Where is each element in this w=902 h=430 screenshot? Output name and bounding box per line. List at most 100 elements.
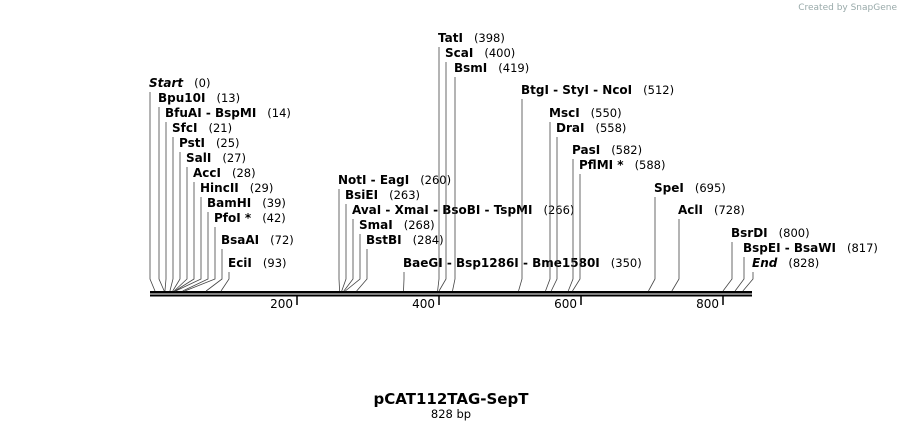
site-position: (39) — [262, 196, 286, 210]
enzyme-name: BsiEI — [345, 188, 378, 202]
enzyme-name: SmaI — [359, 218, 393, 232]
enzyme-name: AccI — [193, 166, 221, 180]
site-line — [338, 189, 340, 292]
site-position: (398) — [474, 31, 505, 45]
enzyme-name: Bpu10I — [158, 91, 205, 105]
map-length: 828 bp — [431, 407, 471, 421]
site-position: (284) — [413, 233, 444, 247]
site-position: (512) — [643, 83, 674, 97]
enzyme-name: BsaAI — [221, 233, 259, 247]
site-position: (728) — [714, 203, 745, 217]
enzyme-name: ScaI — [445, 46, 473, 60]
site-position: (28) — [232, 166, 256, 180]
site-position: (260) — [420, 173, 451, 187]
site-position: (828) — [788, 256, 819, 270]
site-line — [742, 272, 754, 292]
site-position: (588) — [635, 158, 666, 172]
enzyme-name: SfcI — [172, 121, 197, 135]
site-line — [164, 122, 167, 292]
site-line — [343, 219, 354, 292]
site-line — [169, 137, 174, 292]
site-line — [438, 62, 447, 292]
site-line — [648, 197, 656, 292]
site-line — [403, 272, 405, 292]
site-position: (800) — [779, 226, 810, 240]
site-position: (25) — [216, 136, 240, 150]
enzyme-name: DraI — [556, 121, 584, 135]
site-line — [545, 122, 551, 292]
enzyme-name: BspEI - BsaWI — [743, 241, 836, 255]
site-line — [158, 107, 165, 292]
watermark: Created by SnapGene — [798, 3, 897, 13]
backbone-bottom — [150, 294, 752, 297]
site-line — [437, 47, 440, 292]
site-line — [175, 197, 202, 292]
enzyme-name: EciI — [228, 256, 252, 270]
map-title: pCAT112TAG-SepT — [374, 390, 530, 408]
site-position: (268) — [404, 218, 435, 232]
site-line — [734, 257, 745, 292]
site-position: (350) — [611, 256, 642, 270]
site-line — [341, 204, 347, 292]
enzyme-name: NotI - EagI — [338, 173, 409, 187]
ruler-label: 200 — [270, 297, 293, 311]
site-position: (0) — [194, 76, 210, 90]
site-position: (266) — [543, 203, 574, 217]
enzyme-name: BstBI — [366, 233, 402, 247]
site-position: (419) — [498, 61, 529, 75]
site-line — [572, 174, 581, 292]
site-line — [550, 137, 558, 292]
site-line — [172, 152, 181, 292]
enzyme-name: BsrDI — [731, 226, 768, 240]
enzyme-name: Start — [149, 76, 184, 90]
ruler-label: 400 — [412, 297, 435, 311]
ruler-label: 600 — [554, 297, 577, 311]
site-line — [671, 219, 680, 292]
site-line — [205, 249, 223, 292]
site-line — [182, 212, 209, 292]
backbone-top — [150, 291, 752, 294]
site-position: (14) — [267, 106, 291, 120]
site-position: (400) — [484, 46, 515, 60]
enzyme-name: HincII — [200, 181, 239, 195]
site-line — [184, 227, 216, 292]
site-line — [220, 272, 230, 292]
enzyme-name: PfoI * — [214, 211, 252, 225]
site-line — [174, 182, 195, 292]
site-line — [173, 167, 188, 292]
enzyme-name: BtgI - StyI - NcoI — [521, 83, 632, 97]
enzyme-name: BamHI — [207, 196, 251, 210]
enzyme-name: PstI — [179, 136, 205, 150]
site-position: (263) — [389, 188, 420, 202]
site-position: (27) — [222, 151, 246, 165]
site-position: (29) — [250, 181, 274, 195]
site-position: (550) — [591, 106, 622, 120]
enzyme-name: BsmI — [454, 61, 487, 75]
site-position: (558) — [595, 121, 626, 135]
enzyme-name: SalI — [186, 151, 211, 165]
site-line — [518, 99, 523, 292]
enzyme-name: AclI — [678, 203, 703, 217]
site-line — [356, 249, 368, 292]
site-line — [567, 159, 574, 292]
site-position: (93) — [263, 256, 287, 270]
enzyme-name: BfuAI - BspMI — [165, 106, 256, 120]
site-line — [149, 92, 156, 292]
enzyme-name: End — [752, 256, 778, 270]
site-position: (582) — [611, 143, 642, 157]
site-position: (72) — [270, 233, 294, 247]
enzyme-name: PflMI * — [579, 158, 624, 172]
enzyme-name: PasI — [572, 143, 600, 157]
site-line — [452, 77, 456, 292]
enzyme-name: MscI — [549, 106, 580, 120]
site-line — [722, 242, 733, 292]
enzyme-name: AvaI - XmaI - BsoBI - TspMI — [352, 203, 532, 217]
site-position: (695) — [695, 181, 726, 195]
site-position: (13) — [216, 91, 240, 105]
site-position: (21) — [208, 121, 232, 135]
ruler-label: 800 — [696, 297, 719, 311]
site-position: (817) — [847, 241, 878, 255]
enzyme-name: TatI — [438, 31, 463, 45]
enzyme-name: SpeI — [654, 181, 684, 195]
